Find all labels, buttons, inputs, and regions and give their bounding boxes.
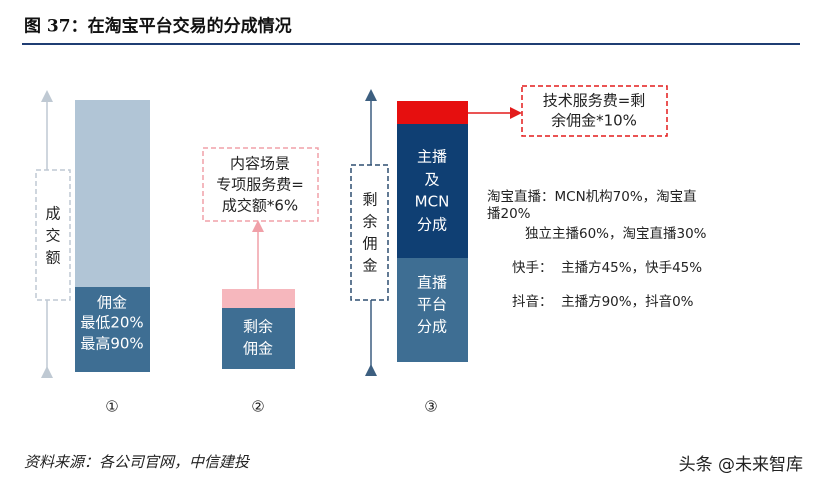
bar-label: 分成 (417, 318, 447, 336)
detail: 淘宝直播：MCN机构70%，淘宝直 (487, 189, 697, 205)
side-label: 交 (45, 227, 60, 245)
note-box (521, 85, 668, 137)
note: 技术服务费=剩 (543, 92, 646, 110)
note: 余佣金*10% (551, 112, 637, 130)
detail: 快手： 主播方45%，快手45% (512, 260, 702, 276)
side-label: 额 (45, 249, 60, 267)
bar-label: 主播 (417, 148, 447, 166)
title: 图 37：在淘宝平台交易的分成情况 (24, 16, 292, 37)
bar-label: 佣金 (97, 294, 127, 312)
source: 资料来源：各公司官网，中信建投 (24, 453, 251, 471)
side-label: 剩 (362, 191, 377, 209)
side-label: 佣 (362, 235, 377, 253)
note: 内容场景 (230, 155, 290, 173)
detail: 抖音： 主播方90%，抖音0% (512, 293, 694, 310)
bar-label: 最低20% (80, 314, 143, 332)
bar (222, 289, 295, 308)
detail: 播20% (487, 206, 531, 222)
bar (397, 101, 468, 124)
bar (222, 308, 295, 369)
number: ① (105, 398, 118, 416)
bar-label: 及 (424, 171, 439, 189)
watermark: 头条 @未来智库 (679, 455, 803, 475)
detail: 独立主播60%，淘宝直播30% (525, 226, 707, 242)
bar-label: 直播 (417, 274, 447, 292)
note-box (202, 147, 319, 222)
side-box (350, 164, 389, 301)
number: ③ (424, 398, 437, 416)
number: ② (251, 398, 264, 416)
bar-label: 分成 (417, 216, 447, 234)
bar-label: 平台 (417, 296, 447, 314)
side-label: 成 (45, 205, 60, 223)
bar (397, 258, 468, 362)
side-label: 金 (362, 257, 377, 275)
note: 专项服务费= (216, 176, 304, 194)
bar-label: MCN (415, 193, 450, 211)
bar (397, 124, 468, 258)
side-box (35, 169, 71, 301)
bar (75, 287, 150, 372)
bar-label: 剩余 (243, 318, 273, 336)
bar-label: 佣金 (243, 340, 273, 358)
note: 成交额*6% (222, 197, 298, 215)
bar-label: 最高90% (80, 335, 143, 353)
side-label: 余 (362, 213, 377, 231)
